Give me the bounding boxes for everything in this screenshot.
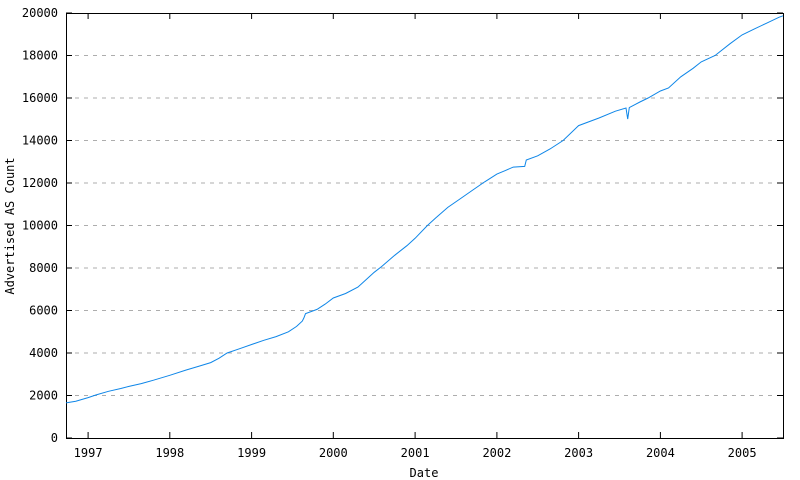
y-axis-title: Advertised AS Count [3,157,17,295]
x-tick-label: 1998 [155,446,184,460]
x-tick-label: 2001 [401,446,430,460]
x-tick-label: 1999 [237,446,266,460]
y-tick-label: 18000 [22,49,58,63]
x-tick-label: 2003 [564,446,593,460]
y-tick-label: 2000 [29,389,58,403]
y-tick-label: 16000 [22,91,58,105]
y-tick-label: 4000 [29,346,58,360]
y-tick-label: 0 [51,431,58,445]
data-line-advertised-as-count [65,15,784,404]
x-axis-title: Date [409,466,439,480]
y-tick-label: 6000 [29,304,58,318]
x-tick-label: 1997 [74,446,103,460]
x-tick-label: 2004 [646,446,675,460]
x-tick-label: 2005 [728,446,757,460]
y-tick-label: 8000 [29,261,58,275]
x-tick-label: 2000 [319,446,348,460]
y-tick-label: 14000 [22,134,58,148]
x-tick-label: 2002 [482,446,511,460]
y-tick-label: 12000 [22,176,58,190]
y-tick-label: 10000 [22,219,58,233]
y-tick-label: 20000 [22,6,58,20]
